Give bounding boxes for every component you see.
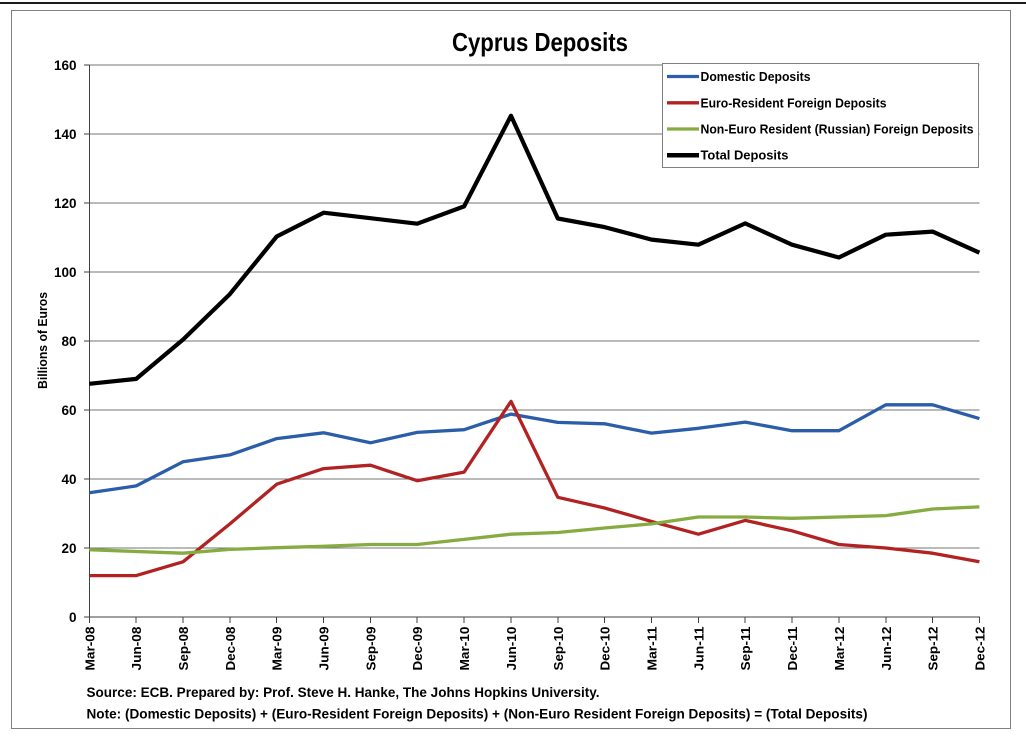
svg-text:Total Deposits: Total Deposits — [701, 148, 789, 163]
svg-text:Mar-08: Mar-08 — [82, 627, 97, 671]
svg-text:Sep-09: Sep-09 — [363, 627, 378, 671]
svg-text:Sep-10: Sep-10 — [551, 627, 566, 671]
svg-text:140: 140 — [54, 127, 77, 142]
svg-text:160: 160 — [54, 58, 77, 73]
svg-text:Mar-11: Mar-11 — [645, 627, 660, 671]
svg-text:Sep-11: Sep-11 — [738, 627, 753, 671]
svg-text:Jun-12: Jun-12 — [879, 627, 894, 671]
svg-text:Sep-08: Sep-08 — [176, 627, 191, 671]
svg-text:80: 80 — [61, 334, 76, 349]
svg-text:Domestic Deposits: Domestic Deposits — [701, 69, 811, 84]
svg-text:Cyprus Deposits: Cyprus Deposits — [452, 27, 628, 57]
svg-text:Sep-12: Sep-12 — [926, 627, 941, 671]
svg-text:Mar-12: Mar-12 — [832, 627, 847, 671]
svg-text:Jun-11: Jun-11 — [691, 627, 706, 671]
svg-text:Note: (Domestic Deposits) + (E: Note: (Domestic Deposits) + (Euro-Reside… — [87, 707, 868, 722]
svg-text:60: 60 — [61, 403, 76, 418]
svg-text:Mar-09: Mar-09 — [270, 627, 285, 671]
svg-text:120: 120 — [54, 196, 77, 211]
svg-text:Dec-12: Dec-12 — [972, 627, 987, 671]
svg-text:Dec-11: Dec-11 — [785, 627, 800, 671]
svg-text:20: 20 — [61, 541, 76, 556]
svg-text:Dec-10: Dec-10 — [598, 627, 613, 671]
svg-text:Mar-10: Mar-10 — [457, 627, 472, 671]
svg-text:Source: ECB. Prepared by: Prof: Source: ECB. Prepared by: Prof. Steve H.… — [87, 685, 600, 700]
svg-text:Non-Euro Resident (Russian) Fo: Non-Euro Resident (Russian) Foreign Depo… — [701, 122, 974, 137]
svg-text:100: 100 — [54, 265, 77, 280]
svg-text:40: 40 — [61, 472, 76, 487]
svg-text:0: 0 — [69, 610, 77, 625]
svg-text:Billions of Euros: Billions of Euros — [35, 292, 50, 389]
svg-text:Dec-08: Dec-08 — [223, 627, 238, 671]
svg-text:Dec-09: Dec-09 — [410, 627, 425, 671]
svg-text:Jun-10: Jun-10 — [504, 627, 519, 671]
svg-text:Euro-Resident Foreign Deposits: Euro-Resident Foreign Deposits — [701, 95, 887, 110]
svg-text:Jun-09: Jun-09 — [317, 627, 332, 671]
svg-text:Jun-08: Jun-08 — [129, 627, 144, 671]
